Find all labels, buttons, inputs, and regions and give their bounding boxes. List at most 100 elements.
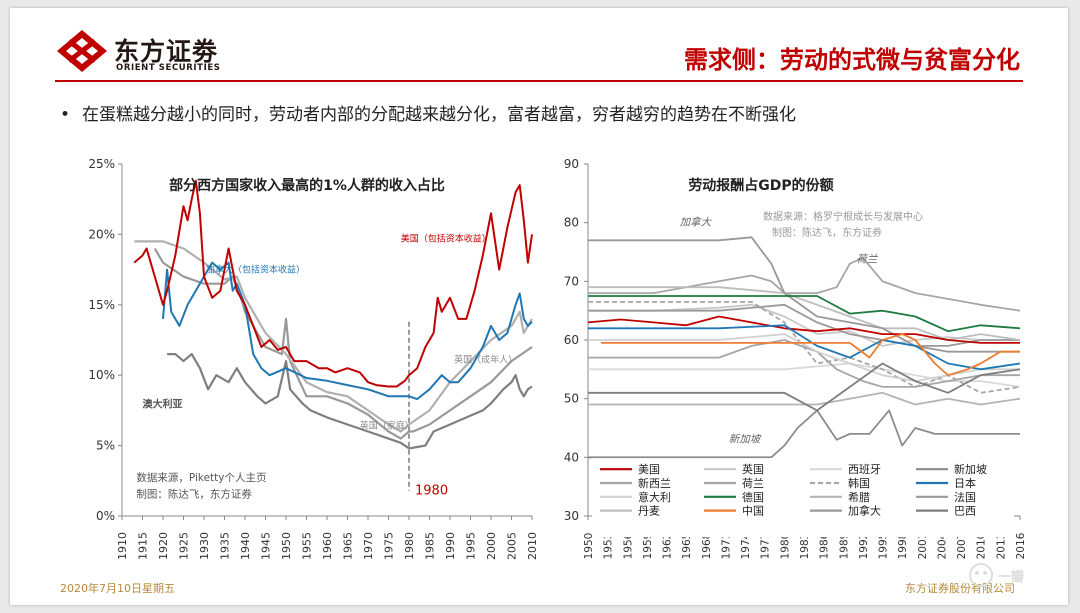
- x-tick-label: 1971: [720, 533, 732, 560]
- y-tick-label: 15%: [88, 298, 115, 312]
- logo-chinese-name: 东方证劵: [114, 37, 219, 66]
- x-tick-label: 1980: [779, 533, 791, 560]
- x-tick-label: 1986: [819, 532, 831, 559]
- y-tick-label: 0%: [96, 509, 115, 523]
- x-tick-label: 1925: [178, 532, 191, 560]
- x-tick-label: 1956: [622, 532, 634, 559]
- inline-label-新加坡: 新加坡: [729, 434, 762, 446]
- x-tick-label: 1965: [342, 532, 355, 560]
- x-tick-label: 1980: [403, 532, 416, 560]
- x-tick-label: 2010: [526, 532, 539, 560]
- legend-label-新加坡: 新加坡: [954, 462, 987, 476]
- legend-label-丹麦: 丹麦: [638, 505, 660, 518]
- legend-label-德国: 德国: [742, 490, 764, 504]
- y-tick-label: 25%: [88, 158, 115, 171]
- x-tick-label: 1920: [157, 532, 170, 560]
- x-tick-label: 2016: [1015, 532, 1025, 559]
- x-tick-label: 1992: [858, 533, 870, 560]
- legend-label-新西兰: 新西兰: [638, 476, 671, 490]
- bullet-text: 在蛋糕越分越小的同时，劳动者内部的分配越来越分化，富者越富，穷者越穷的趋势在不断…: [82, 105, 796, 125]
- source-note: 数据来源：格罗宁根成长与发展中心: [763, 210, 923, 223]
- y-tick-label: 80: [564, 216, 579, 230]
- legend-label-中国: 中国: [742, 505, 764, 518]
- x-tick-label: 2004: [936, 532, 948, 559]
- x-tick-label: 1930: [198, 532, 211, 560]
- x-tick-label: 2013: [995, 533, 1007, 560]
- x-tick-label: 1975: [383, 532, 396, 560]
- x-tick-label: 1990: [444, 532, 457, 560]
- series-label-英国-家庭: 英国（家庭）: [360, 420, 414, 432]
- orient-logo-icon: [57, 30, 107, 72]
- series-line-澳大利亚: [167, 353, 533, 450]
- y-tick-label: 40: [564, 450, 579, 464]
- bullet-point: • 在蛋糕越分越小的同时，劳动者内部的分配越来越分化，富者越富，穷者越穷的趋势在不…: [60, 100, 796, 125]
- x-tick-label: 1915: [137, 532, 150, 560]
- y-tick-label: 50: [564, 392, 579, 406]
- logo-english-name: ORIENT SECURITIES: [116, 63, 221, 73]
- legend-label-韩国: 韩国: [848, 476, 870, 490]
- series-label-加拿大-包括资本收益: 加拿大（包括资本收益）: [206, 263, 305, 275]
- series-line-英国: [588, 303, 1020, 347]
- y-tick-label: 5%: [96, 439, 115, 453]
- x-tick-label: 1960: [321, 532, 334, 560]
- series-line-新西兰: [588, 339, 1020, 388]
- x-tick-label: 1998: [897, 533, 909, 560]
- x-tick-label: 1953: [603, 533, 615, 560]
- x-tick-label: 1965: [681, 533, 693, 560]
- header-divider: [55, 80, 1023, 82]
- series-line-丹麦: [588, 286, 1021, 341]
- series-line-希腊: [588, 391, 1021, 406]
- y-tick-label: 30: [564, 509, 579, 523]
- series-label-澳大利亚: 澳大利亚: [143, 398, 183, 411]
- x-tick-label: 1985: [424, 532, 437, 560]
- watermark-text: 一瓣: [998, 570, 1025, 585]
- x-tick-label: 1950: [583, 533, 595, 560]
- inline-label-加拿大: 加拿大: [680, 216, 713, 229]
- x-tick-label: 1962: [662, 533, 674, 560]
- legend-label-加拿大: 加拿大: [848, 504, 881, 518]
- series-line-英国-成年人: [134, 240, 533, 433]
- x-tick-label: 1940: [239, 532, 252, 560]
- year-1980-label: 1980: [415, 484, 448, 499]
- author-note: 制图：陈达飞，东方证券: [136, 488, 252, 501]
- series-line-美国-包括资本收益: [133, 179, 533, 388]
- series-line-巴西: [588, 362, 1021, 412]
- series-line-韩国: [588, 301, 1021, 394]
- series-label-英国-成年人: 英国（成年人）: [454, 354, 517, 366]
- series-line-新加坡: [588, 409, 1020, 459]
- legend-label-希腊: 希腊: [848, 490, 870, 504]
- x-tick-label: 2001: [917, 533, 929, 560]
- legend-label-西班牙: 西班牙: [848, 463, 881, 476]
- x-tick-label: 1959: [642, 533, 654, 560]
- series-line-美国: [587, 315, 1020, 344]
- series-label-美国-包括资本收益: 美国（包括资本收益）: [401, 232, 491, 244]
- y-tick-label: 10%: [88, 368, 115, 382]
- series-line-法国: [588, 303, 1020, 347]
- legend-label-荷兰: 荷兰: [742, 477, 764, 490]
- x-tick-label: 1977: [760, 533, 772, 560]
- legend-label-意大利: 意大利: [638, 490, 671, 504]
- chart-top1-income-share: 0% 5% 10% 15% 20% 25% 1910 1915 1920 1925 1930 1935…: [88, 158, 539, 560]
- series-line-荷兰: [588, 257, 1021, 312]
- legend-label-英国: 英国: [742, 462, 764, 476]
- source-note: 数据来源，Piketty个人主页: [136, 471, 266, 484]
- legend-label-巴西: 巴西: [954, 505, 976, 518]
- series-line-意大利: [588, 333, 1020, 382]
- y-tick-label: 20%: [88, 227, 115, 241]
- x-tick-label: 2007: [956, 533, 968, 560]
- series-line-中国: [601, 333, 1020, 377]
- x-tick-label: 2005: [506, 532, 519, 560]
- chart-labor-share-gdp: 30 40 50 60 70 80 90 1950 1953 1956 1959 1962 1965 19…: [564, 158, 1025, 560]
- x-tick-label: 1955: [301, 532, 314, 560]
- legend-label-法国: 法国: [954, 490, 976, 504]
- y-tick-label: 90: [564, 158, 579, 171]
- x-tick-label: 1983: [799, 533, 811, 560]
- watermark-icon: [969, 563, 993, 587]
- series-line-英国-家庭: [153, 247, 533, 440]
- footer-company: 东方证券股份有限公司: [905, 582, 1015, 595]
- watermark: 一瓣: [968, 556, 1032, 596]
- chart-title: 部分西方国家收入最高的1%人群的收入占比: [169, 177, 445, 194]
- chart-title: 劳动报酬占GDP的份额: [688, 177, 833, 194]
- x-tick-label: 2010: [976, 533, 988, 560]
- x-tick-label: 1995: [878, 533, 890, 560]
